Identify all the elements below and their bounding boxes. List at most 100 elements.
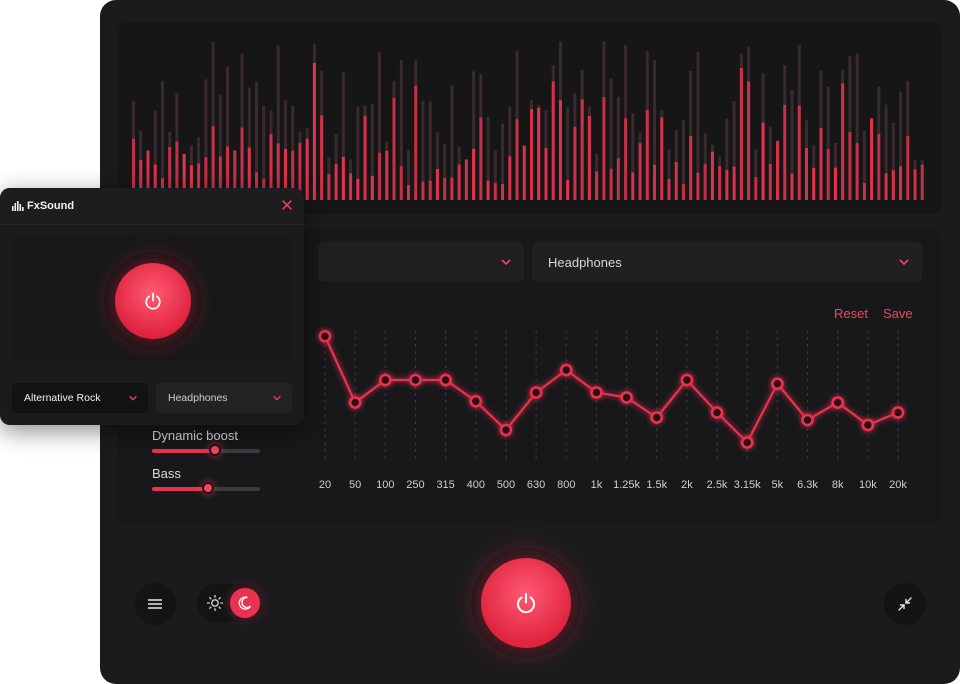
spectrum-bar-peak	[609, 78, 613, 200]
spectrum-bar	[283, 148, 287, 200]
theme-toggle[interactable]	[197, 584, 263, 622]
spectrum-bar-peak	[204, 79, 208, 200]
eq-band-handle-1.25k[interactable]	[620, 391, 633, 404]
chevron-down-icon	[899, 259, 909, 266]
eq-band-label: 315	[436, 479, 454, 491]
dynamic-boost-slider[interactable]	[152, 444, 260, 456]
dynamic-boost-slider-thumb[interactable]	[208, 444, 221, 456]
mini-power-button[interactable]	[104, 252, 202, 350]
save-button[interactable]: Save	[883, 306, 913, 321]
eq-band-label: 3.15k	[734, 479, 761, 491]
eq-band-handle-500[interactable]	[499, 423, 513, 437]
spectrum-bar	[240, 127, 244, 200]
spectrum-bar-peak	[247, 87, 251, 200]
spectrum-bar	[406, 185, 410, 200]
eq-band-handle-20k[interactable]	[891, 406, 905, 419]
eq-band-handle-1.5k[interactable]	[650, 411, 664, 424]
spectrum-bar	[421, 181, 425, 200]
eq-band-handle-2k[interactable]	[680, 373, 694, 387]
eq-band-handle-630[interactable]	[529, 386, 543, 399]
spectrum-bar-peak	[378, 52, 382, 201]
eq-band-handle-6.3k[interactable]	[801, 413, 814, 427]
eq-band-handle-400[interactable]	[469, 394, 483, 408]
spectrum-bar-peak	[501, 123, 505, 200]
bass-slider-thumb[interactable]	[202, 482, 215, 494]
eq-band-label: 1.5k	[646, 479, 667, 491]
eq-band-handle-800[interactable]	[559, 363, 573, 377]
preset-dropdown[interactable]	[318, 242, 524, 282]
eq-band-handle-8k[interactable]	[831, 396, 844, 409]
spectrum-bar	[457, 164, 461, 200]
spectrum-bar	[891, 170, 895, 200]
spectrum-bar	[537, 107, 541, 200]
eq-band-handle-100[interactable]	[379, 373, 392, 387]
eq-band-handle-2.5k[interactable]	[710, 406, 724, 419]
collapse-button[interactable]	[884, 583, 926, 625]
spectrum-bar-peak	[428, 101, 432, 200]
spectrum-bar	[587, 116, 591, 200]
spectrum-bar	[732, 166, 736, 200]
spectrum-bar-peak	[153, 110, 157, 200]
eq-band-label: 1.25k	[613, 479, 640, 491]
output-device-dropdown[interactable]: Headphones	[532, 242, 922, 282]
spectrum-bar	[797, 105, 801, 200]
spectrum-bar	[414, 85, 418, 200]
spectrum-bar-peak	[226, 67, 230, 201]
bass-slider-block: Bass	[152, 466, 260, 494]
eq-band-handle-20[interactable]	[318, 329, 332, 343]
spectrum-bar	[378, 152, 382, 200]
mini-output-dropdown[interactable]: Headphones	[156, 383, 292, 413]
spectrum-bar	[370, 175, 374, 200]
reset-button[interactable]: Reset	[834, 306, 868, 321]
spectrum-bar-peak	[899, 91, 903, 200]
dark-mode-button[interactable]	[230, 588, 260, 618]
eq-band-label: 250	[406, 479, 424, 491]
mini-preset-dropdown[interactable]: Alternative Rock	[12, 383, 148, 413]
spectrum-bar-peak	[826, 86, 830, 200]
spectrum-bar-peak	[406, 150, 410, 200]
spectrum-bar-peak	[732, 100, 736, 200]
spectrum-bar	[667, 179, 671, 200]
eq-band-label: 10k	[859, 479, 877, 491]
eq-band-handle-1k[interactable]	[590, 386, 603, 399]
spectrum-bar	[320, 115, 324, 200]
spectrum-bar-peak	[255, 81, 259, 200]
sun-icon[interactable]	[205, 593, 225, 613]
spectrum-bar	[298, 142, 302, 200]
spectrum-bar	[349, 173, 353, 200]
spectrum-bar	[486, 180, 490, 200]
spectrum-bar	[884, 173, 888, 200]
spectrum-bar	[718, 166, 722, 200]
spectrum-bar	[566, 180, 570, 200]
spectrum-bar	[833, 167, 837, 200]
collapse-icon	[898, 597, 912, 611]
menu-button[interactable]	[134, 583, 176, 625]
spectrum-bar-peak	[160, 81, 164, 200]
eq-band-handle-250[interactable]	[409, 373, 422, 387]
spectrum-bar-peak	[667, 149, 671, 200]
eq-band-label: 20k	[889, 479, 907, 491]
spectrum-bar	[580, 99, 584, 200]
spectrum-bar-peak	[696, 51, 700, 201]
power-button[interactable]	[471, 548, 581, 658]
spectrum-bar	[674, 162, 678, 200]
bass-slider[interactable]	[152, 482, 260, 494]
spectrum-bar	[681, 184, 685, 200]
spectrum-bar	[255, 172, 259, 200]
spectrum-bar-peak	[370, 103, 374, 200]
eq-band-handle-315[interactable]	[439, 373, 452, 387]
mini-window: FxSound Alternative Rock Headphones	[0, 188, 304, 425]
close-icon[interactable]	[280, 198, 294, 212]
equalizer-graph[interactable]: 20 50 100 250 315 400 500 630 800 1k 1.25k 1.5k 2k 2.…	[118, 230, 941, 524]
spectrum-bar-peak	[681, 120, 685, 200]
mini-logo: FxSound	[12, 200, 74, 212]
spectrum-bar	[334, 163, 338, 200]
spectrum-bar	[247, 147, 251, 200]
spectrum-bar	[146, 150, 150, 200]
eq-band-handle-10k[interactable]	[861, 418, 875, 432]
spectrum-bar	[573, 126, 577, 200]
eq-band-label: 6.3k	[797, 479, 818, 491]
eq-band-handle-50[interactable]	[348, 396, 362, 409]
eq-band-handle-3.15k[interactable]	[740, 436, 754, 449]
eq-band-handle-5k[interactable]	[771, 377, 784, 391]
